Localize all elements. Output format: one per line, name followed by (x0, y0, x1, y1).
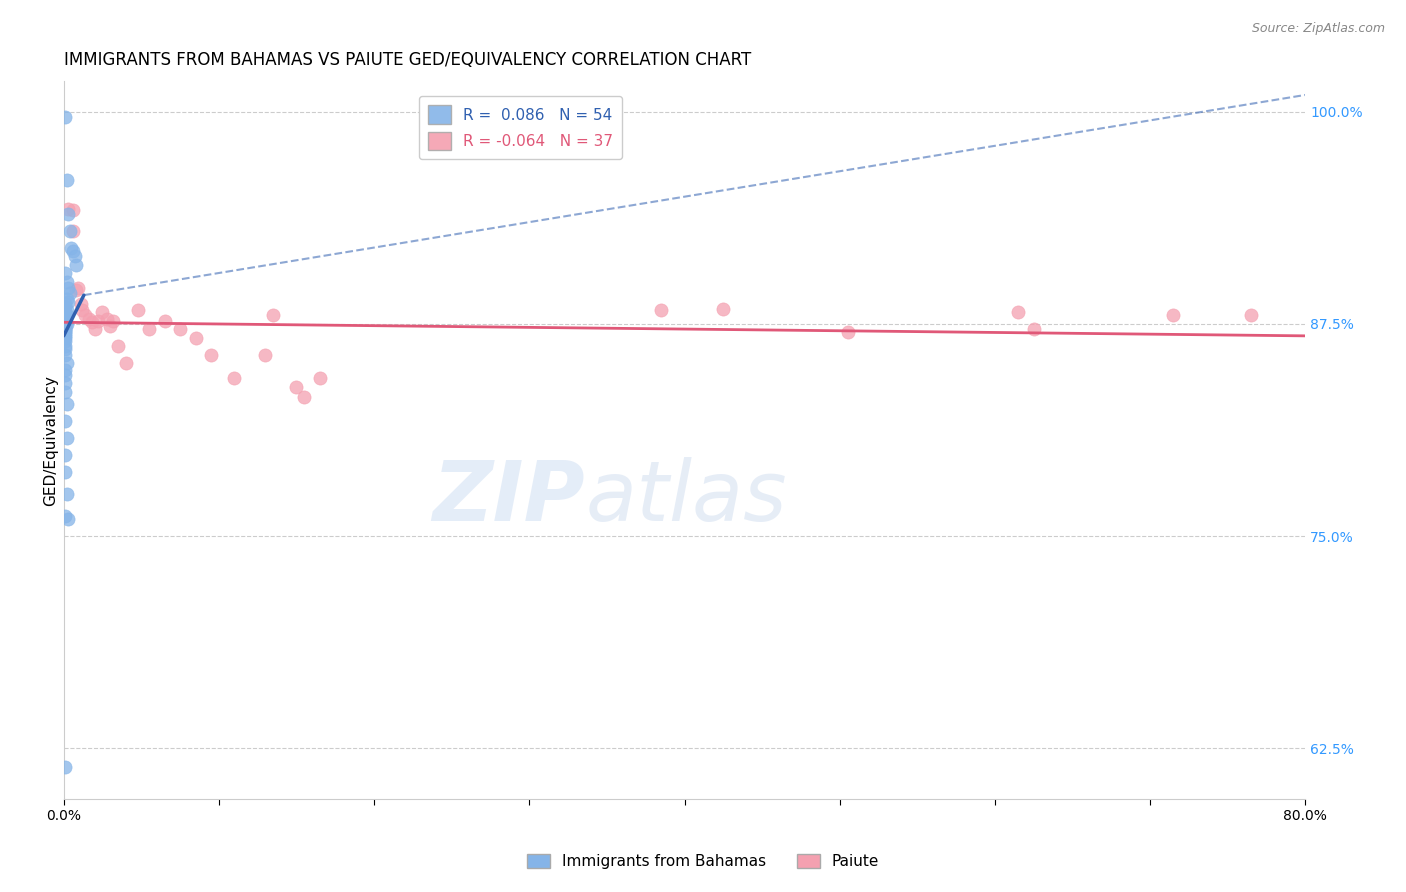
Point (55, 397, 77, 411)
Text: atlas: atlas (585, 457, 787, 538)
Point (138, 322, 160, 336)
Point (837, 326, 859, 340)
Text: Source: ZipAtlas.com: Source: ZipAtlas.com (1251, 22, 1385, 36)
Point (53, 322, 76, 336)
Point (53, 310, 76, 325)
Point (75, 309, 97, 323)
Point (55, 309, 77, 323)
Point (66, 281, 89, 295)
Point (62, 224, 84, 238)
Point (53, 322, 76, 336)
Text: IMMIGRANTS FROM BAHAMAS VS PAIUTE GED/EQUIVALENCY CORRELATION CHART: IMMIGRANTS FROM BAHAMAS VS PAIUTE GED/EQ… (63, 51, 751, 69)
Point (59, 224, 82, 238)
Point (59, 286, 82, 301)
Legend: Immigrants from Bahamas, Paiute: Immigrants from Bahamas, Paiute (520, 848, 886, 875)
Point (55, 356, 77, 370)
Point (83, 322, 105, 336)
Point (53, 384, 76, 399)
Point (53, 315, 76, 329)
Point (53, 311, 76, 326)
Point (1240, 309, 1263, 323)
Point (65, 283, 87, 297)
Point (1163, 309, 1185, 323)
Point (55, 317, 77, 331)
Point (200, 347, 222, 361)
Point (292, 390, 315, 404)
Point (87, 313, 110, 327)
Point (80, 315, 103, 329)
Point (262, 309, 284, 323)
Point (96, 311, 118, 326)
Point (58, 207, 80, 221)
Point (53, 414, 76, 428)
Point (62, 244, 84, 258)
Point (53, 508, 76, 523)
Point (53, 296, 76, 310)
Point (650, 303, 672, 318)
Point (53, 266, 76, 280)
Point (69, 296, 91, 310)
Point (53, 326, 76, 340)
Point (55, 275, 77, 289)
Point (53, 300, 76, 314)
Point (53, 368, 76, 382)
Legend: R =  0.086   N = 54, R = -0.064   N = 37: R = 0.086 N = 54, R = -0.064 N = 37 (419, 96, 623, 160)
Point (53, 305, 76, 319)
Point (65, 258, 87, 272)
Point (1022, 322, 1045, 336)
Y-axis label: GED/Equivalency: GED/Equivalency (44, 375, 58, 506)
Point (103, 313, 125, 327)
Point (53, 760, 76, 774)
Point (285, 380, 308, 394)
Point (58, 281, 80, 295)
Point (53, 339, 76, 353)
Point (58, 512, 80, 526)
Point (53, 334, 76, 348)
Point (53, 317, 76, 331)
Point (62, 203, 84, 218)
Point (53, 110, 76, 124)
Point (77, 311, 100, 326)
Point (55, 486, 77, 500)
Point (58, 202, 80, 216)
Point (53, 448, 76, 462)
Point (53, 465, 76, 479)
Point (224, 371, 246, 385)
Point (53, 327, 76, 342)
Point (53, 329, 76, 343)
Point (184, 330, 207, 344)
Point (53, 330, 76, 344)
Point (53, 347, 76, 361)
Point (114, 356, 136, 370)
Point (127, 303, 149, 318)
Point (55, 173, 77, 187)
Point (53, 313, 76, 327)
Point (254, 347, 277, 361)
Point (58, 294, 80, 309)
Text: ZIP: ZIP (433, 457, 585, 538)
Point (711, 301, 734, 316)
Point (53, 376, 76, 391)
Point (53, 343, 76, 357)
Point (55, 292, 77, 306)
Point (169, 322, 191, 336)
Point (1007, 305, 1029, 319)
Point (98, 318, 121, 333)
Point (91, 305, 114, 319)
Point (53, 315, 76, 329)
Point (60, 241, 83, 255)
Point (53, 318, 76, 333)
Point (308, 371, 330, 385)
Point (53, 324, 76, 338)
Point (63, 249, 86, 263)
Point (55, 431, 77, 445)
Point (153, 313, 176, 327)
Point (53, 320, 76, 334)
Point (55, 303, 77, 318)
Point (53, 363, 76, 377)
Point (72, 303, 94, 318)
Point (107, 339, 129, 353)
Point (53, 305, 76, 319)
